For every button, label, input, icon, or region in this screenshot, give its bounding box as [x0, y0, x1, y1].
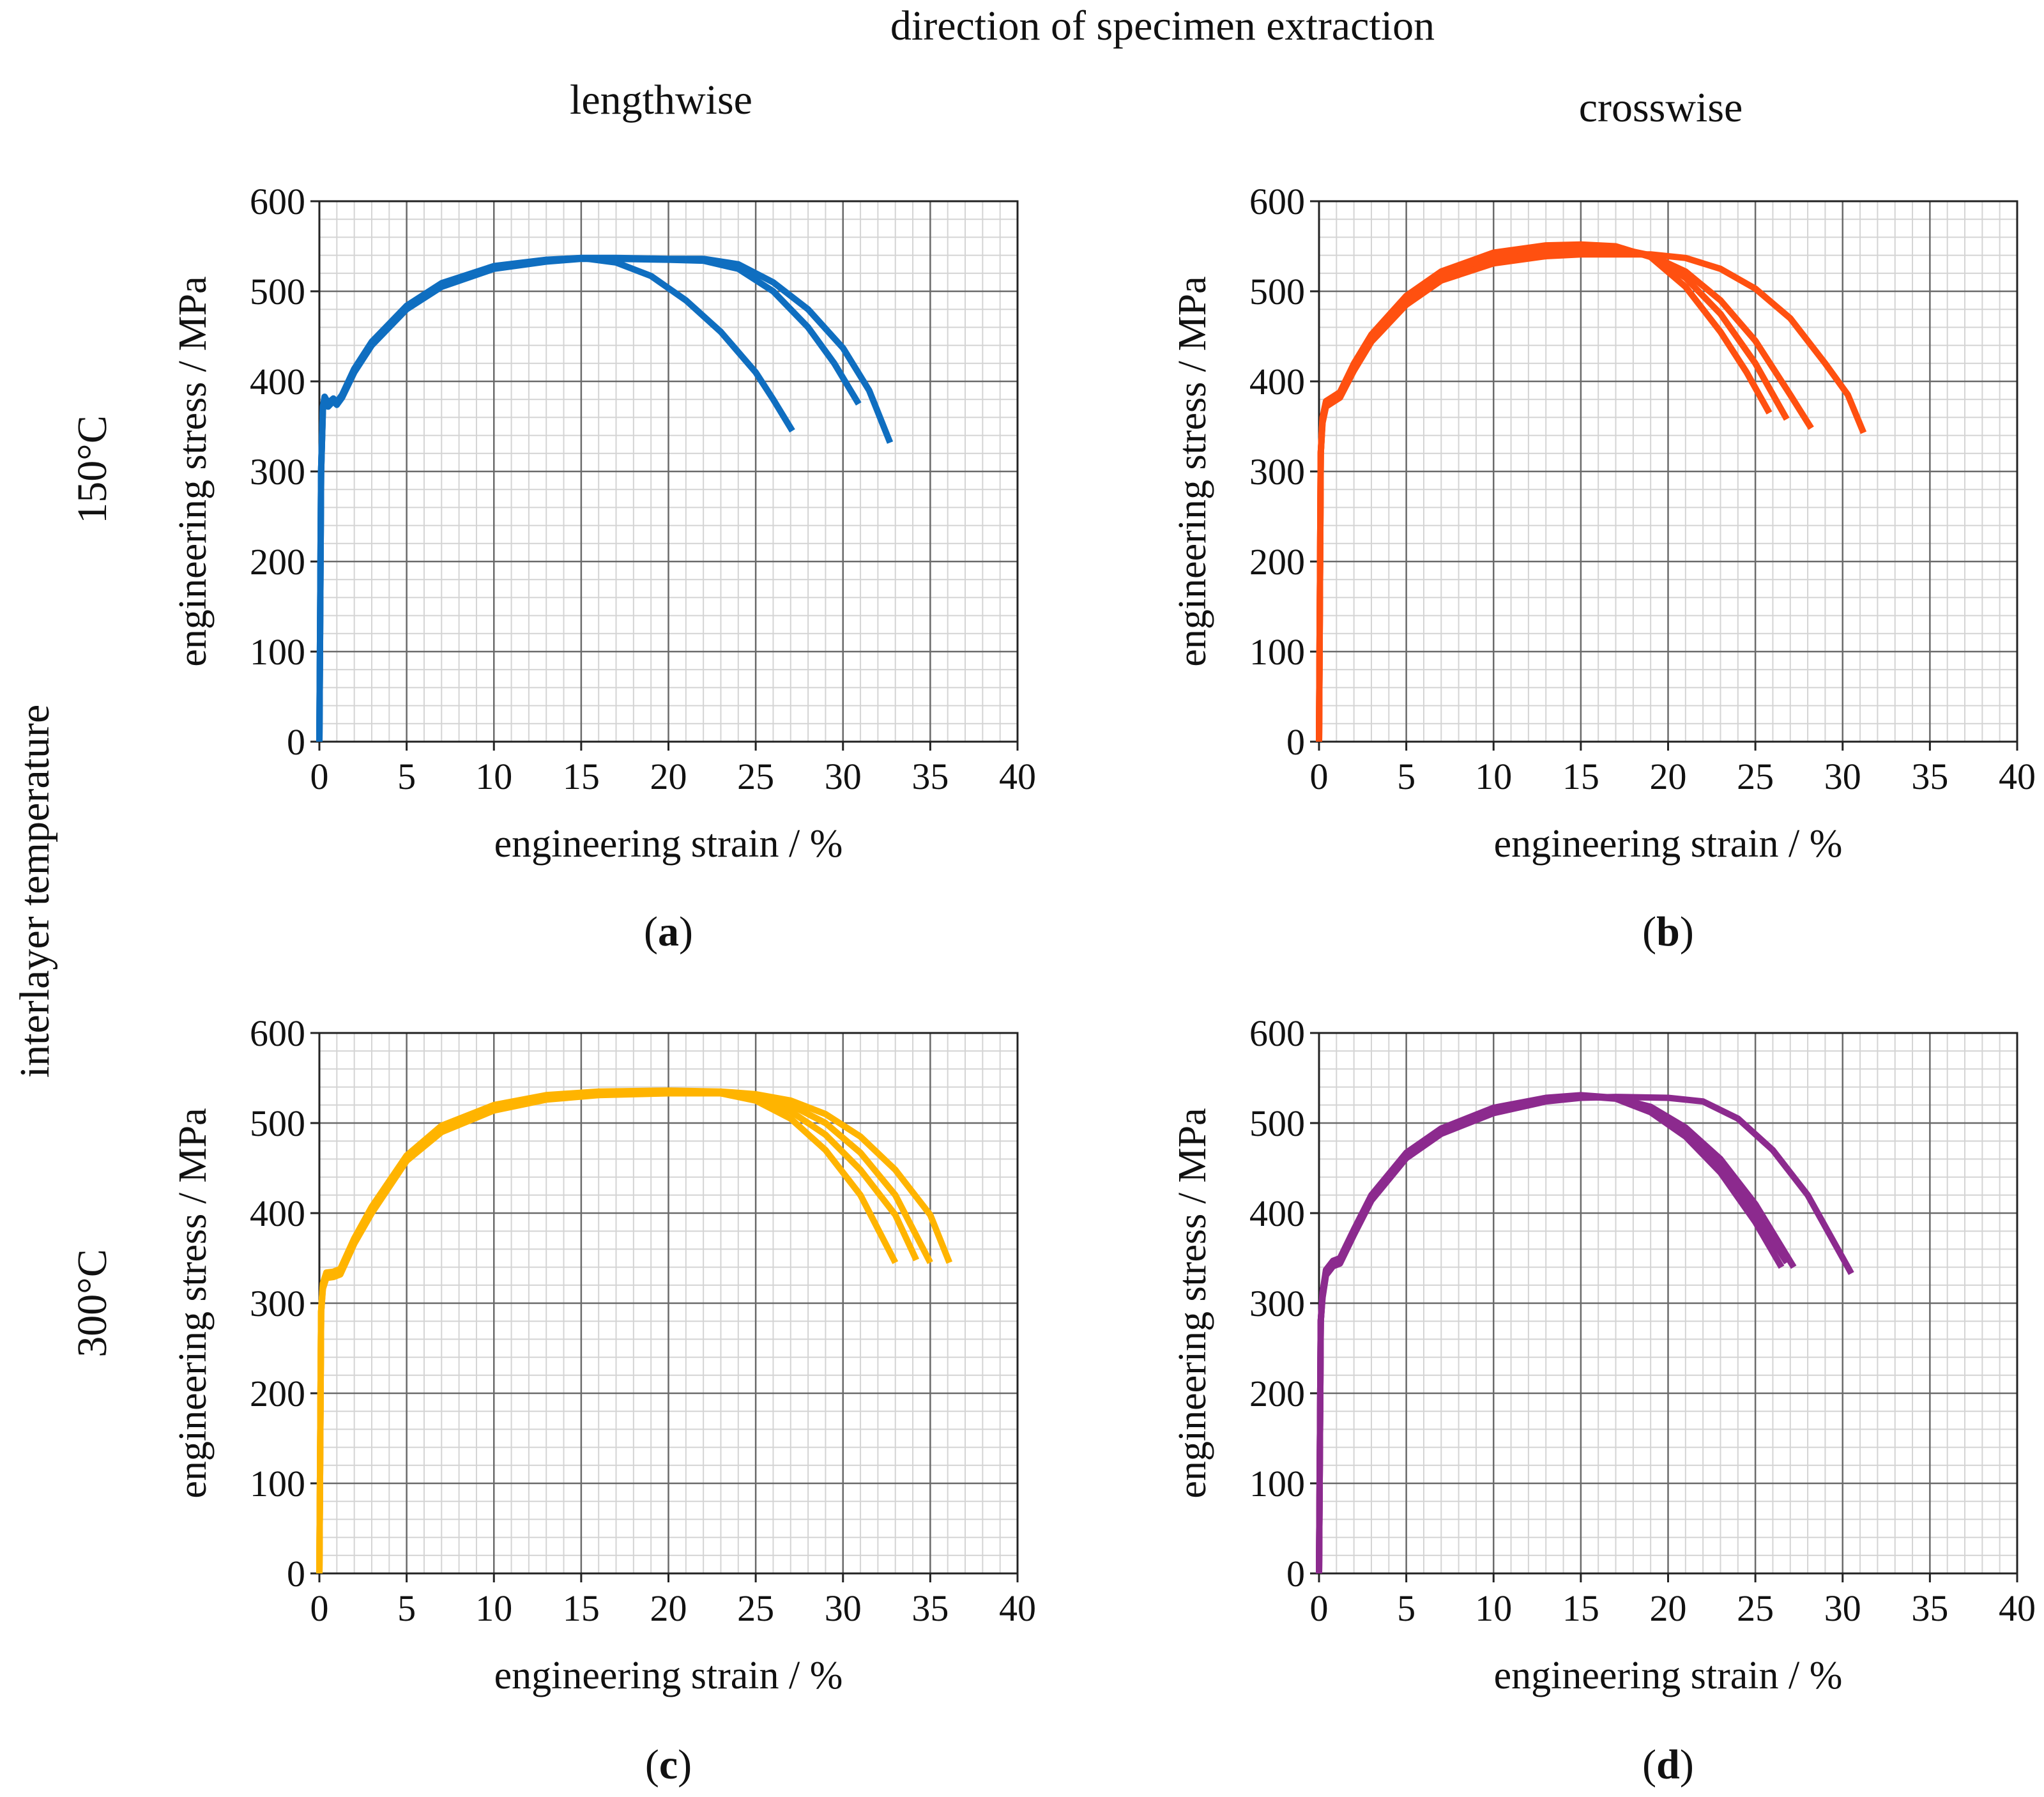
- x-tick-label: 30: [825, 1587, 862, 1629]
- x-tick-label: 15: [1562, 1587, 1599, 1629]
- panel-caption: (b): [1642, 908, 1694, 955]
- x-axis-label: engineering strain / %: [494, 822, 843, 866]
- panel-caption: (d): [1642, 1741, 1694, 1788]
- x-tick-label: 40: [1999, 756, 2036, 797]
- x-tick-label: 35: [911, 756, 949, 797]
- y-axis-label: engineering stress / MPa: [1171, 1108, 1214, 1498]
- chart-panel-b: 0 5 10 15 20 25 30 35 400100200300400500600engin…: [1171, 181, 2036, 955]
- y-tick-label: 400: [250, 1193, 305, 1234]
- x-tick-label: 5: [397, 756, 416, 797]
- x-tick-label: 30: [1824, 1587, 1861, 1629]
- figure-header: direction of specimen extraction: [890, 3, 1435, 49]
- y-tick-label: 400: [1249, 1193, 1305, 1234]
- series-line-3: [316, 1090, 933, 1574]
- y-tick-label: 600: [250, 181, 305, 222]
- x-tick-label: 35: [911, 1587, 949, 1629]
- tick-marks: [1310, 200, 2018, 751]
- y-tick-label: 200: [1249, 1373, 1305, 1414]
- y-axis-label: engineering stress / MPa: [171, 276, 215, 666]
- x-tick-label: 0: [1310, 1587, 1329, 1629]
- y-tick-label: 200: [250, 1373, 305, 1414]
- x-tick-label: 10: [1475, 756, 1512, 797]
- y-tick-label: 300: [1249, 451, 1305, 493]
- panel-caption: (a): [644, 908, 693, 955]
- x-tick-label: 40: [1999, 1587, 2036, 1629]
- series-line-3: [316, 254, 894, 742]
- x-tick-label: 20: [650, 1587, 687, 1629]
- y-tick-label: 100: [1249, 631, 1305, 673]
- series-group: [316, 1087, 953, 1574]
- x-tick-label: 15: [1562, 756, 1599, 797]
- y-tick-label: 0: [287, 721, 305, 763]
- x-axis-label: engineering strain / %: [1494, 822, 1843, 866]
- x-tick-label: 0: [1310, 756, 1329, 797]
- y-tick-label: 600: [1249, 181, 1305, 222]
- chart-panel-a: 0 5 10 15 20 25 30 35 400100200300400500600engin…: [171, 181, 1036, 955]
- chart-panel-c: 0 5 10 15 20 25 30 35 400100200300400500600engin…: [171, 1013, 1036, 1788]
- y-tick-label: 0: [1286, 721, 1305, 763]
- x-axis-label: engineering strain / %: [494, 1654, 843, 1697]
- column-label-lengthwise: lengthwise: [570, 77, 752, 123]
- x-tick-label: 10: [1475, 1587, 1512, 1629]
- x-tick-label: 35: [1911, 756, 1948, 797]
- x-tick-label: 25: [1737, 1587, 1774, 1629]
- x-tick-label: 35: [1911, 1587, 1948, 1629]
- x-tick-label: 20: [1650, 756, 1687, 797]
- x-tick-label: 20: [650, 756, 687, 797]
- y-tick-label: 200: [250, 541, 305, 583]
- y-tick-label: 100: [250, 631, 305, 673]
- y-tick-label: 600: [1249, 1013, 1305, 1054]
- x-tick-label: 10: [475, 756, 512, 797]
- y-axis-label: engineering stress / MPa: [171, 1108, 215, 1498]
- x-tick-label: 25: [1737, 756, 1774, 797]
- y-tick-label: 0: [1286, 1553, 1305, 1594]
- chart-panel-d: 0 5 10 15 20 25 30 35 400100200300400500600engin…: [1171, 1013, 2036, 1788]
- y-tick-label: 300: [250, 1283, 305, 1324]
- y-tick-label: 500: [1249, 1103, 1305, 1144]
- y-axis-label: engineering stress / MPa: [1171, 276, 1214, 666]
- y-tick-label: 400: [1249, 361, 1305, 402]
- series-group: [316, 254, 894, 742]
- x-tick-label: 30: [1824, 756, 1861, 797]
- panel-caption: (c): [645, 1741, 692, 1788]
- x-tick-label: 40: [999, 1587, 1036, 1629]
- x-tick-label: 30: [825, 756, 862, 797]
- x-tick-label: 5: [1397, 756, 1415, 797]
- y-tick-label: 500: [250, 1103, 305, 1144]
- row-label-150C: 150°C: [69, 415, 116, 523]
- x-tick-label: 25: [737, 1587, 774, 1629]
- y-tick-label: 300: [1249, 1283, 1305, 1324]
- x-tick-label: 25: [737, 756, 774, 797]
- x-tick-label: 0: [310, 756, 329, 797]
- x-tick-label: 5: [397, 1587, 416, 1629]
- y-tick-label: 500: [1249, 271, 1305, 312]
- x-tick-label: 15: [563, 1587, 600, 1629]
- row-axis-label: interlayer temperature: [11, 705, 58, 1078]
- x-tick-label: 15: [563, 756, 600, 797]
- x-tick-label: 5: [1397, 1587, 1415, 1629]
- series-line-4: [1316, 251, 1867, 742]
- y-tick-label: 400: [250, 361, 305, 402]
- x-tick-label: 0: [310, 1587, 329, 1629]
- series-line-4: [1316, 1094, 1854, 1574]
- series-group: [1316, 241, 1867, 742]
- y-tick-label: 500: [250, 271, 305, 312]
- tick-marks: [310, 1032, 1019, 1582]
- tick-marks: [1310, 1032, 2018, 1582]
- row-label-300C: 300°C: [69, 1249, 116, 1357]
- series-line-4: [316, 1087, 953, 1574]
- y-tick-label: 100: [1249, 1463, 1305, 1504]
- y-tick-label: 600: [250, 1013, 305, 1054]
- x-axis-label: engineering strain / %: [1494, 1654, 1843, 1697]
- x-tick-label: 40: [999, 756, 1036, 797]
- y-tick-label: 300: [250, 451, 305, 493]
- y-tick-label: 200: [1249, 541, 1305, 583]
- column-label-crosswise: crosswise: [1579, 84, 1743, 131]
- series-group: [1316, 1092, 1854, 1574]
- y-tick-label: 0: [287, 1553, 305, 1594]
- x-tick-label: 10: [475, 1587, 512, 1629]
- y-tick-label: 100: [250, 1463, 305, 1504]
- x-tick-label: 20: [1650, 1587, 1687, 1629]
